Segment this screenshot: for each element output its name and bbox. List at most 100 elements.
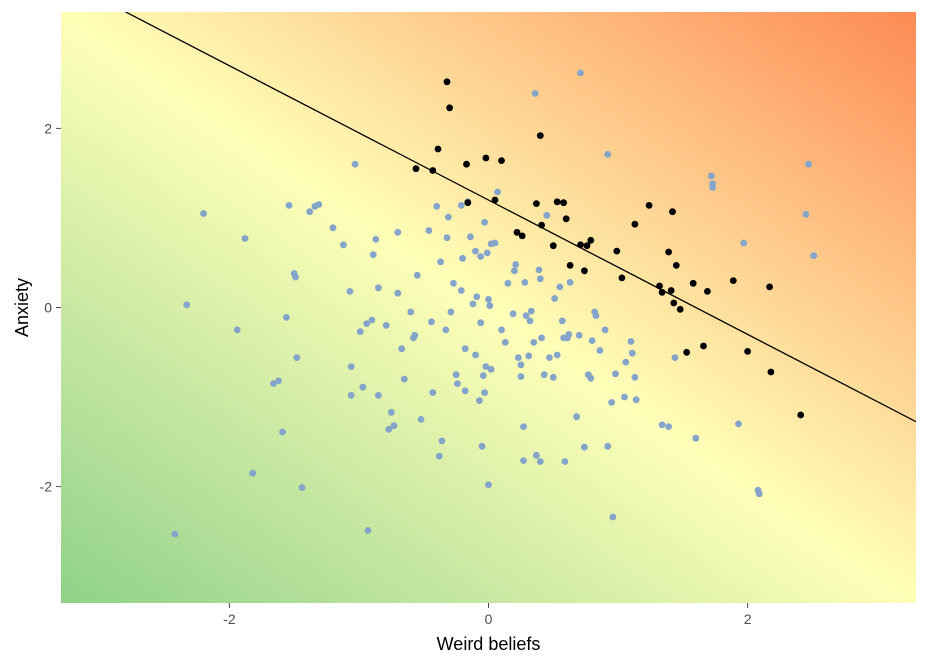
data-point — [385, 425, 393, 433]
data-point — [363, 320, 371, 327]
data-point — [433, 202, 441, 210]
data-point — [428, 318, 435, 326]
data-point — [526, 317, 534, 325]
axes: -2 0 2 -2 0 2 — [40, 120, 752, 627]
data-point — [200, 210, 207, 217]
data-point — [520, 457, 527, 464]
data-point — [560, 199, 567, 207]
data-point — [511, 267, 518, 275]
data-point — [558, 317, 566, 325]
data-point — [566, 279, 574, 286]
data-point — [459, 254, 466, 262]
data-point — [802, 211, 810, 218]
data-point — [581, 443, 588, 451]
data-point — [672, 262, 680, 269]
data-point — [565, 331, 573, 338]
data-point — [683, 348, 691, 356]
data-point — [417, 416, 425, 423]
x-tick-label: 0 — [485, 611, 493, 627]
data-point — [481, 219, 488, 226]
data-point — [477, 319, 485, 327]
data-point — [382, 322, 390, 329]
data-point — [394, 289, 402, 297]
data-point — [612, 370, 619, 378]
data-point — [522, 312, 530, 319]
data-point — [340, 241, 347, 249]
data-point — [581, 267, 588, 275]
data-point — [517, 373, 525, 380]
data-point — [464, 199, 472, 207]
y-tick-label: 0 — [44, 300, 52, 316]
data-point — [631, 220, 639, 228]
data-point — [372, 236, 380, 243]
data-point — [442, 326, 450, 334]
data-point — [533, 200, 540, 208]
data-point — [364, 527, 372, 534]
data-point — [315, 201, 323, 208]
data-point — [437, 258, 444, 266]
data-point — [375, 284, 382, 292]
data-point — [509, 310, 517, 318]
data-point — [531, 90, 539, 97]
data-point — [347, 363, 355, 370]
data-point — [473, 293, 481, 301]
data-point — [183, 301, 191, 309]
data-point — [740, 239, 748, 247]
data-point — [425, 227, 433, 234]
data-point — [444, 213, 452, 221]
data-point — [577, 69, 584, 77]
data-point — [486, 302, 494, 310]
data-point — [766, 283, 773, 291]
data-point — [667, 287, 675, 294]
data-point — [298, 484, 306, 491]
y-axis-title: Anxiety — [12, 278, 32, 337]
data-points — [171, 69, 818, 538]
data-point — [359, 383, 367, 391]
data-point — [596, 347, 604, 354]
data-point — [249, 469, 257, 477]
data-point — [729, 277, 737, 284]
data-point — [390, 422, 398, 430]
data-point — [621, 393, 628, 401]
data-point — [797, 411, 805, 419]
data-point — [556, 283, 564, 291]
data-point — [482, 154, 490, 162]
data-point — [450, 279, 457, 287]
data-point — [553, 198, 561, 206]
data-point — [435, 452, 443, 460]
data-point — [573, 413, 580, 421]
data-point — [398, 345, 406, 353]
data-point — [669, 208, 676, 216]
data-point — [461, 345, 469, 353]
data-point — [512, 261, 520, 268]
data-point — [551, 295, 558, 302]
data-point — [692, 434, 700, 442]
data-point — [514, 354, 522, 361]
data-point — [527, 307, 535, 315]
data-point — [447, 308, 455, 316]
data-point — [482, 363, 490, 370]
data-point — [604, 151, 612, 158]
data-point — [457, 202, 465, 209]
data-point — [457, 287, 465, 294]
data-point — [491, 196, 499, 204]
reference-line — [124, 12, 916, 423]
data-point — [744, 348, 751, 355]
data-point — [704, 288, 711, 295]
data-point — [443, 234, 451, 242]
data-point — [241, 235, 249, 242]
data-point — [631, 373, 639, 381]
data-point — [622, 358, 630, 366]
x-tick-label: -2 — [223, 611, 236, 627]
data-point — [504, 279, 512, 287]
data-point — [293, 354, 301, 361]
data-point — [476, 397, 483, 404]
data-point — [671, 354, 679, 361]
data-point — [543, 211, 551, 219]
data-point — [665, 248, 672, 256]
data-point — [645, 202, 653, 209]
data-point — [553, 351, 561, 359]
data-point — [538, 334, 545, 342]
data-point — [306, 208, 314, 216]
data-point — [443, 78, 451, 86]
